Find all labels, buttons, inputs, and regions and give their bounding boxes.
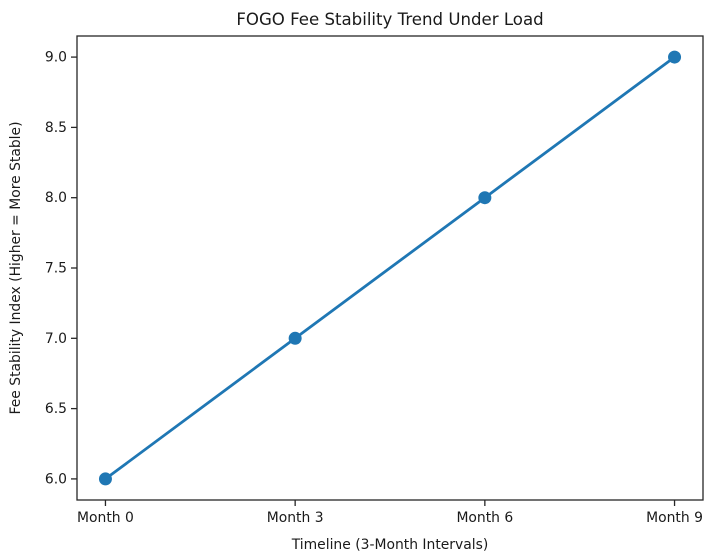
data-point xyxy=(98,472,112,486)
chart-title: FOGO Fee Stability Trend Under Load xyxy=(236,10,543,29)
y-axis-label: Fee Stability Index (Higher = More Stabl… xyxy=(8,122,24,415)
y-tick-label: 8.0 xyxy=(45,190,67,206)
data-point xyxy=(668,50,682,64)
data-point xyxy=(478,191,492,205)
data-point xyxy=(288,331,302,345)
y-tick-label: 7.5 xyxy=(45,260,67,276)
x-axis-label: Timeline (3-Month Intervals) xyxy=(291,537,489,553)
y-tick-label: 7.0 xyxy=(45,331,67,347)
trend-line xyxy=(104,55,676,481)
x-tick-label: Month 9 xyxy=(646,510,703,526)
y-tick-label: 9.0 xyxy=(45,50,67,66)
y-tick-label: 6.5 xyxy=(45,401,67,417)
x-tick-label: Month 0 xyxy=(77,510,134,526)
plot-area: Month 0 Month 3 Month 6 Month 9 6.0 6.5 7.0 7.5… xyxy=(45,35,704,526)
y-tick-label: 8.5 xyxy=(45,120,67,136)
x-tick-label: Month 6 xyxy=(456,510,513,526)
y-tick-label: 6.0 xyxy=(45,471,67,487)
x-tick-label: Month 3 xyxy=(267,510,324,526)
